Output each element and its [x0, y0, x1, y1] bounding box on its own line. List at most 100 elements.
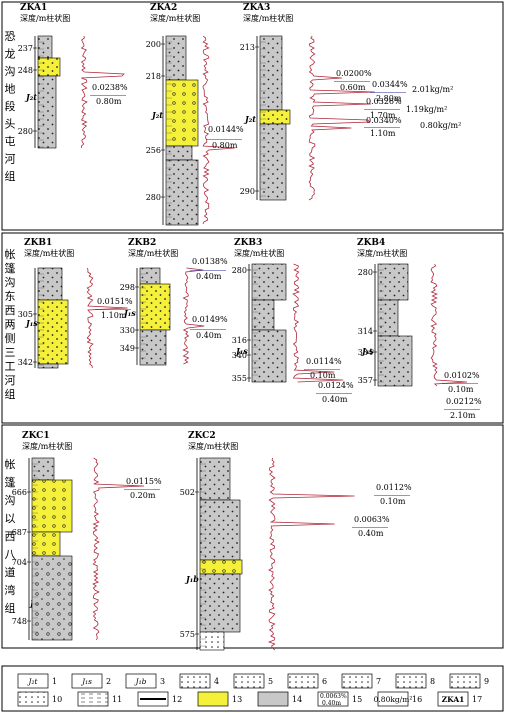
ore-thickness: 0.80m [212, 141, 238, 150]
legend-number: 1 [52, 677, 57, 686]
depth-label: 218 [146, 72, 161, 81]
lithology-band [199, 631, 225, 651]
depth-label: 687 [12, 528, 27, 537]
section-label-char: 组 [5, 601, 16, 615]
section-label-char: 屯 [5, 135, 16, 148]
column-title: ZKA3 [243, 3, 270, 13]
section-label-char: 头 [5, 118, 16, 131]
lithology-band [37, 35, 53, 59]
legend-swatch [71, 673, 103, 689]
legend-swatch-label: J₂t [26, 677, 38, 686]
depth-label: 340 [232, 351, 247, 360]
ore-thickness: 0.40m [196, 331, 222, 340]
formation-label: J₂t [150, 110, 163, 120]
depth-label: 280 [358, 268, 373, 277]
legend-number: 13 [232, 695, 242, 704]
lithology-band [199, 559, 243, 575]
lithology-band [165, 159, 199, 226]
log-curve [92, 457, 145, 641]
log-curve [292, 263, 344, 383]
legend: J₂t 1 J₁s 2 J₁b 3 4 5 6 7 8 9 10 11 12 13 14 0.0063%0.40m… [17, 673, 489, 707]
section-label-char: 地 [5, 83, 16, 96]
lithology-band [165, 35, 187, 81]
section-label-char: 两 [5, 318, 16, 331]
section-label-char: 帐 [5, 248, 16, 261]
section-label-char: 西 [5, 530, 16, 543]
lithology-band [165, 145, 193, 161]
lithology-band [37, 57, 61, 77]
legend-swatch [233, 673, 265, 689]
ore-thickness: 0.10m [310, 371, 336, 380]
section-label-char: 帐 [5, 458, 16, 471]
lithology-band [251, 299, 275, 331]
legend-thick: 0.40m [322, 700, 341, 707]
grade-percent: 0.0151% [97, 297, 133, 306]
section-label-char: 段 [5, 99, 16, 113]
formation-label: J₁s [24, 318, 38, 328]
grade-percent: 0.0238% [92, 83, 128, 92]
legend-swatch-label: J₁s [80, 677, 92, 686]
legend-number: 14 [292, 695, 302, 704]
panel-b-frame [1, 232, 504, 424]
depth-label: 305 [18, 310, 33, 319]
lithology-columns [31, 35, 413, 651]
log-curve [430, 263, 468, 387]
depth-label: 330 [120, 326, 135, 335]
legend-swatch-label: ZKA1 [442, 695, 465, 704]
formation-label: J₁b [184, 574, 199, 584]
depth-label: 290 [240, 187, 255, 196]
section-label-char: 组 [5, 387, 16, 401]
formation-label: J₁s [360, 346, 374, 356]
legend-swatch [341, 673, 373, 689]
ore-thickness: 0.10m [448, 385, 474, 394]
lithology-band [377, 299, 399, 337]
column-title: ZKB4 [357, 238, 385, 248]
legend-number: 5 [268, 677, 273, 686]
grade-percent: 0.0200% [336, 69, 372, 78]
lithology-band [37, 267, 63, 301]
ore-thickness: 2.10m [450, 411, 476, 420]
legend-swatch [395, 673, 427, 689]
formation-label: J₂t [243, 114, 256, 124]
lithology-band [199, 457, 231, 501]
depth-label: 502 [180, 488, 195, 497]
depth-label: 349 [120, 344, 135, 353]
column-title: ZKB3 [234, 238, 262, 248]
section-label-char: 河 [5, 153, 16, 166]
legend-number: 10 [52, 695, 62, 704]
lithology-band [31, 479, 73, 533]
ore-thickness: 1.10m [101, 311, 127, 320]
lithology-band [259, 123, 287, 201]
depth-label: 342 [18, 358, 33, 367]
lithology-band [251, 329, 287, 383]
legend-swatch [287, 673, 319, 689]
column-subtitle: 深度/m柱状图 [150, 13, 200, 23]
column-title: ZKB2 [128, 238, 156, 248]
section-label-char: 工 [5, 360, 16, 373]
lithology-band [377, 263, 409, 301]
lithology-band [139, 329, 167, 366]
section-label-char: 西 [5, 304, 16, 317]
column-subtitle: 深度/m柱状图 [22, 441, 72, 451]
legend-swatch [257, 691, 289, 707]
depth-label: 237 [18, 44, 33, 53]
grade-percent: 0.0112% [376, 483, 412, 492]
formation-label: J₂t [24, 92, 37, 102]
legend-number: 15 [352, 695, 362, 704]
section-label-char: 沟 [5, 276, 16, 289]
legend-number: 3 [160, 677, 165, 686]
density-label: 1.19kg/m² [406, 105, 447, 114]
legend-swatch [179, 673, 211, 689]
column-subtitle: 深度/m柱状图 [128, 248, 178, 258]
grade-percent: 0.0063% [354, 515, 390, 524]
legend-number: 16 [412, 695, 422, 704]
grade-percent: 0.0114% [306, 357, 342, 366]
legend-number: 4 [214, 677, 219, 686]
column-subtitle: 深度/m柱状图 [243, 13, 293, 23]
legend-swatch [437, 691, 469, 707]
legend-swatch [17, 673, 49, 689]
formation-label: J₁s [122, 308, 136, 318]
legend-number: 6 [322, 677, 327, 686]
